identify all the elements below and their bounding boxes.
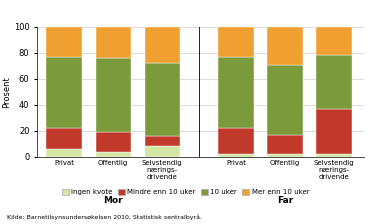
Bar: [316, 109, 352, 154]
Bar: [267, 154, 303, 157]
Legend: Ingen kvote, Mindre enn 10 uker, 10 uker, Mer enn 10 uker: Ingen kvote, Mindre enn 10 uker, 10 uker…: [59, 186, 312, 198]
Bar: [218, 154, 254, 157]
Bar: [46, 27, 82, 57]
Bar: [316, 56, 352, 109]
Bar: [267, 135, 303, 154]
Bar: [46, 149, 82, 157]
Bar: [46, 128, 82, 149]
Bar: [95, 58, 131, 132]
Bar: [145, 136, 180, 146]
Bar: [145, 146, 180, 157]
Bar: [95, 152, 131, 157]
Text: Mor: Mor: [104, 196, 123, 205]
Text: Kilde: Barnetilsynsundersøkelsen 2010, Statistisk sentralbyrå.: Kilde: Barnetilsynsundersøkelsen 2010, S…: [7, 214, 203, 220]
Bar: [267, 65, 303, 135]
Bar: [218, 57, 254, 128]
Bar: [316, 27, 352, 56]
Bar: [267, 27, 303, 65]
Bar: [218, 27, 254, 57]
Bar: [145, 63, 180, 136]
Bar: [46, 57, 82, 128]
Bar: [95, 132, 131, 152]
Bar: [95, 27, 131, 58]
Bar: [316, 154, 352, 157]
Bar: [218, 128, 254, 154]
Bar: [145, 27, 180, 63]
Text: Far: Far: [277, 196, 293, 205]
Y-axis label: Prosent: Prosent: [2, 76, 11, 108]
